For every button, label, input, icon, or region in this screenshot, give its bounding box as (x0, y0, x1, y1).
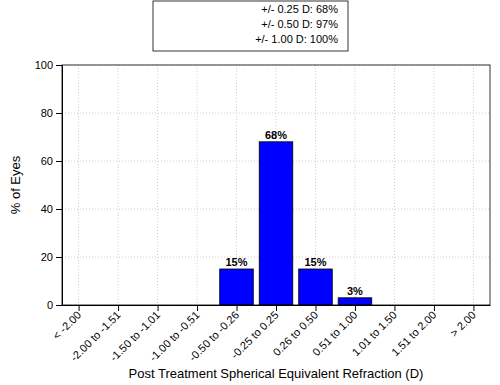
bar (220, 269, 254, 305)
y-tick-mark (56, 161, 62, 162)
data-label: 3% (347, 285, 363, 297)
y-tick-mark (56, 65, 62, 66)
plot-frame (62, 65, 490, 305)
x-tick: > 2.00 (448, 305, 478, 339)
x-tick-mark (315, 305, 316, 311)
x-grid-line (157, 65, 158, 305)
chart: 0 20 40 60 80 100 < -2.00-2.00 to -1.51-1.50 t… (0, 0, 500, 385)
bars (220, 142, 372, 305)
x-tick-label: 1.51 to 2.00 (389, 309, 439, 359)
x-tick-mark (394, 305, 395, 311)
y-tick-mark (56, 113, 62, 114)
y-tick-label: 20 (41, 251, 53, 263)
y-axis-line (62, 66, 63, 306)
y-tick-mark (56, 257, 62, 258)
x-tick: 1.51 to 2.00 (389, 305, 439, 358)
y-tick-label: 60 (41, 155, 53, 167)
x-tick-mark (237, 305, 238, 311)
x-tick-mark (118, 305, 119, 311)
x-grid-line (473, 65, 474, 305)
x-grid-line (394, 65, 395, 305)
annotation: +/- 1.00 D: 100% (255, 33, 338, 45)
annotation: +/- 0.50 D: 97% (261, 18, 338, 30)
x-tick-mark (79, 305, 80, 311)
y-tick: 20 (41, 251, 62, 263)
y-tick-label: 80 (41, 107, 53, 119)
x-tick-mark (158, 305, 159, 311)
y-axis-title: % of Eyes (8, 155, 23, 214)
grid (62, 65, 490, 305)
y-tick: 80 (41, 107, 62, 119)
y-tick-mark (56, 305, 62, 306)
y-tick: 100 (35, 59, 62, 71)
data-label: 68% (265, 129, 287, 141)
x-grid-line (78, 65, 79, 305)
x-axis: < -2.00-2.00 to -1.51-1.50 to -1.01-1.00… (50, 305, 490, 363)
bar (259, 142, 293, 305)
x-grid-line (118, 65, 119, 305)
y-tick-label: 0 (47, 299, 53, 311)
y-tick-label: 40 (41, 203, 53, 215)
x-tick-mark (197, 305, 198, 311)
x-tick-mark (473, 305, 474, 311)
y-tick: 60 (41, 155, 62, 167)
x-tick-mark (434, 305, 435, 311)
x-tick-mark (276, 305, 277, 311)
annotation-box: +/- 0.25 D: 68% +/- 0.50 D: 97% +/- 1.00 D… (153, 1, 348, 51)
x-tick-mark (355, 305, 356, 311)
annotation: +/- 0.25 D: 68% (261, 3, 338, 15)
x-grid-line (197, 65, 198, 305)
y-tick-mark (56, 209, 62, 210)
data-label: 15% (226, 256, 248, 268)
x-axis-title: Post Treatment Spherical Equivalent Refr… (129, 366, 424, 381)
bar (299, 269, 333, 305)
data-label: 15% (304, 256, 326, 268)
x-tick: < -2.00 (50, 305, 83, 342)
y-tick: 0 (47, 299, 62, 311)
y-tick-label: 100 (35, 59, 53, 71)
y-axis: 0 20 40 60 80 100 (35, 59, 63, 311)
y-tick: 40 (41, 203, 62, 215)
data-labels: 15% 68% 15% 3% (226, 129, 364, 297)
annotation-frame (153, 1, 348, 51)
x-grid-line (354, 65, 355, 305)
x-tick-label: > 2.00 (448, 309, 478, 339)
x-tick-label: < -2.00 (50, 309, 83, 342)
bar (338, 298, 372, 305)
x-grid-line (433, 65, 434, 305)
